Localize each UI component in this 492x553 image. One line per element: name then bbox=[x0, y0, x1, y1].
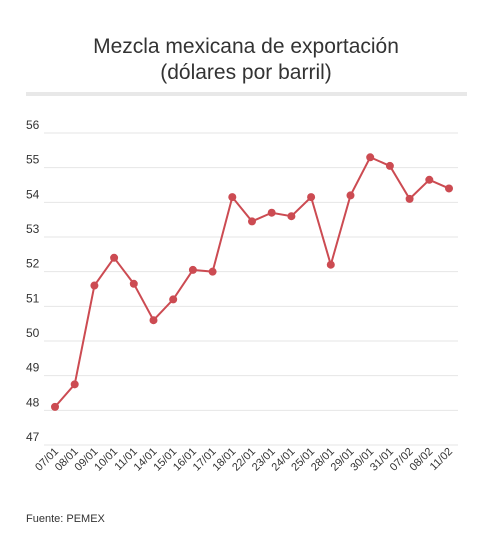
y-tick-label: 56 bbox=[26, 118, 40, 132]
chart-title-line2: (dólares por barril) bbox=[160, 61, 332, 84]
chart-title: Mezcla mexicana de exportación (dólares … bbox=[0, 34, 492, 86]
x-axis-ticks: 07/0108/0109/0110/0111/0114/0115/0116/01… bbox=[33, 446, 455, 474]
data-point bbox=[445, 184, 453, 193]
data-point bbox=[149, 316, 158, 325]
data-point bbox=[188, 265, 197, 274]
data-point bbox=[346, 191, 355, 200]
y-tick-label: 50 bbox=[26, 326, 40, 340]
y-axis-ticks: 47 48 49 50 51 52 53 54 55 56 bbox=[26, 118, 40, 444]
data-point bbox=[326, 260, 335, 269]
grid-lines bbox=[44, 132, 458, 446]
source-note: Fuente: PEMEX bbox=[26, 513, 105, 525]
data-point bbox=[307, 193, 316, 202]
y-tick-label: 48 bbox=[26, 395, 40, 409]
title-divider bbox=[26, 92, 467, 96]
y-tick-label: 52 bbox=[26, 257, 40, 271]
data-point bbox=[425, 175, 434, 184]
chart-title-line1: Mezcla mexicana de exportación bbox=[93, 35, 399, 58]
data-point bbox=[405, 194, 414, 203]
data-point bbox=[228, 193, 237, 202]
y-tick-label: 51 bbox=[26, 291, 40, 305]
data-point bbox=[129, 279, 138, 288]
data-point bbox=[248, 217, 256, 226]
data-point bbox=[208, 267, 217, 276]
data-point bbox=[366, 153, 375, 162]
data-point bbox=[385, 161, 394, 170]
data-point bbox=[90, 281, 99, 290]
y-tick-label: 47 bbox=[26, 430, 40, 444]
series-line bbox=[54, 155, 450, 408]
y-tick-label: 53 bbox=[26, 222, 40, 236]
data-point bbox=[70, 380, 79, 389]
data-point bbox=[51, 402, 59, 411]
x-tick-label: 11/02 bbox=[428, 446, 455, 473]
data-point bbox=[169, 295, 178, 304]
series-mezcla bbox=[51, 153, 453, 411]
y-tick-label: 55 bbox=[26, 153, 40, 167]
data-point bbox=[287, 212, 296, 221]
y-tick-label: 49 bbox=[26, 361, 40, 375]
data-point bbox=[110, 253, 119, 262]
y-tick-label: 54 bbox=[26, 187, 40, 201]
data-point bbox=[267, 208, 276, 217]
